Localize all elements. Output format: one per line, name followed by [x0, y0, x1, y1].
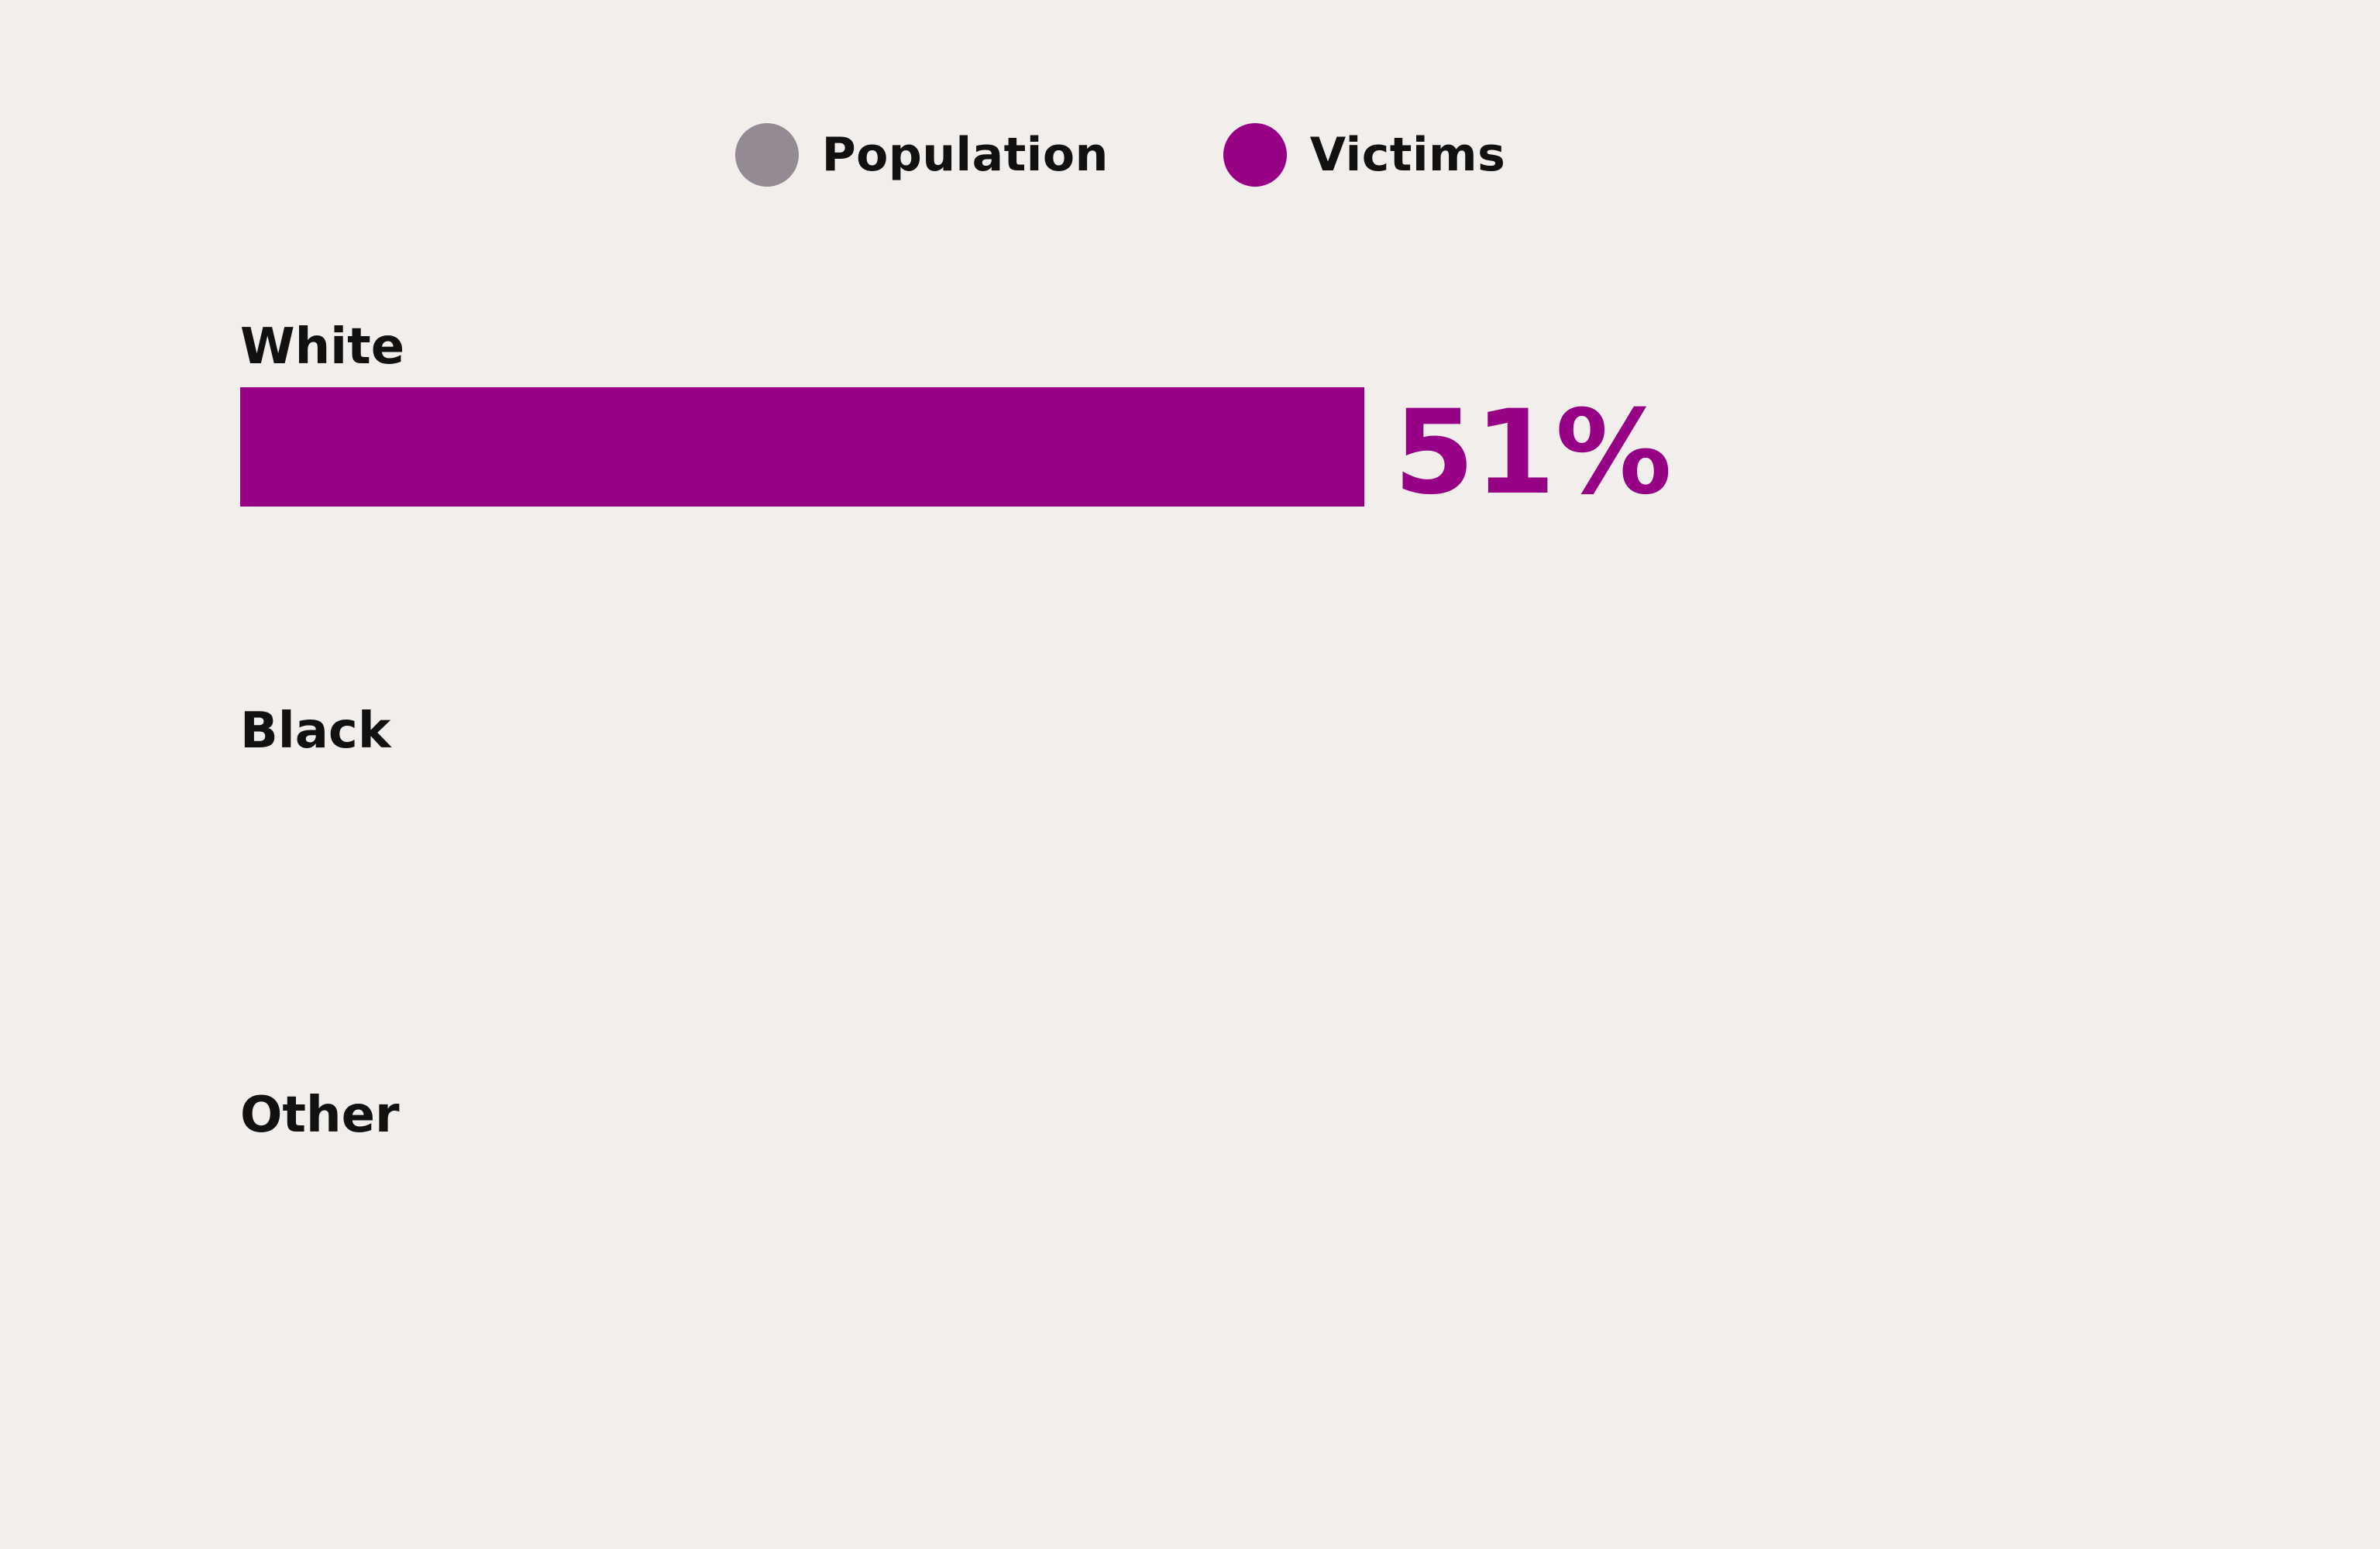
category-label-black: Black — [240, 702, 391, 760]
legend: Population Victims — [0, 116, 2380, 194]
bar-value-label-white: 51% — [1393, 386, 1672, 520]
category-label-other: Other — [240, 1087, 400, 1144]
bar-victims-white — [240, 387, 1364, 507]
legend-swatch-population — [734, 123, 799, 187]
category-label-white: White — [240, 318, 405, 376]
legend-item-population: Population — [734, 123, 1109, 187]
legend-label-victims: Victims — [1309, 128, 1506, 182]
legend-label-population: Population — [821, 128, 1109, 182]
legend-swatch-victims — [1223, 123, 1287, 187]
legend-item-victims: Victims — [1223, 123, 1506, 187]
